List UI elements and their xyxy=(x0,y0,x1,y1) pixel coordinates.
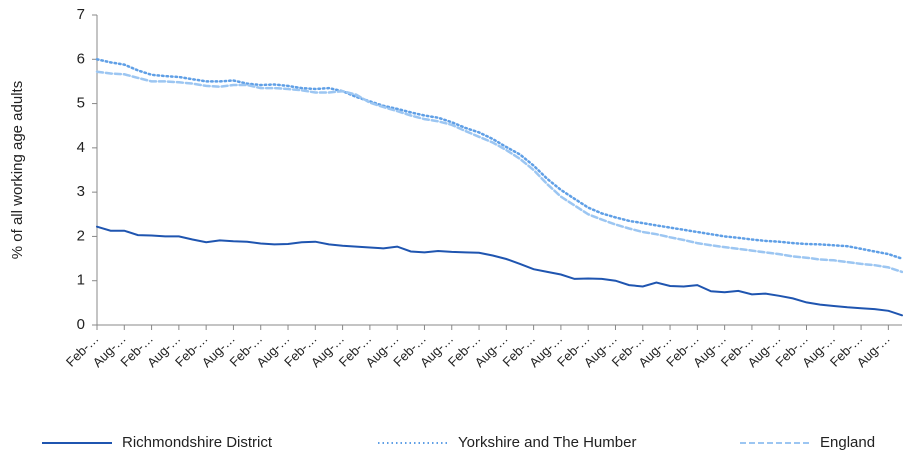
y-tick-label: 1 xyxy=(77,272,85,289)
legend-label: Richmondshire District xyxy=(122,434,273,451)
y-tick-label: 6 xyxy=(77,50,85,67)
y-axis-label: % of all working age adults xyxy=(9,81,26,259)
y-tick-label: 0 xyxy=(77,316,85,333)
legend-label: Yorkshire and The Humber xyxy=(458,434,636,451)
y-tick-label: 5 xyxy=(77,95,85,112)
y-tick-label: 2 xyxy=(77,227,85,244)
y-tick-label: 3 xyxy=(77,183,85,200)
series-line xyxy=(96,225,903,317)
series-line xyxy=(95,58,903,260)
y-tick-label: 7 xyxy=(77,6,85,23)
series-line xyxy=(95,70,903,274)
y-tick-label: 4 xyxy=(77,139,85,156)
legend-label: England xyxy=(820,434,875,451)
